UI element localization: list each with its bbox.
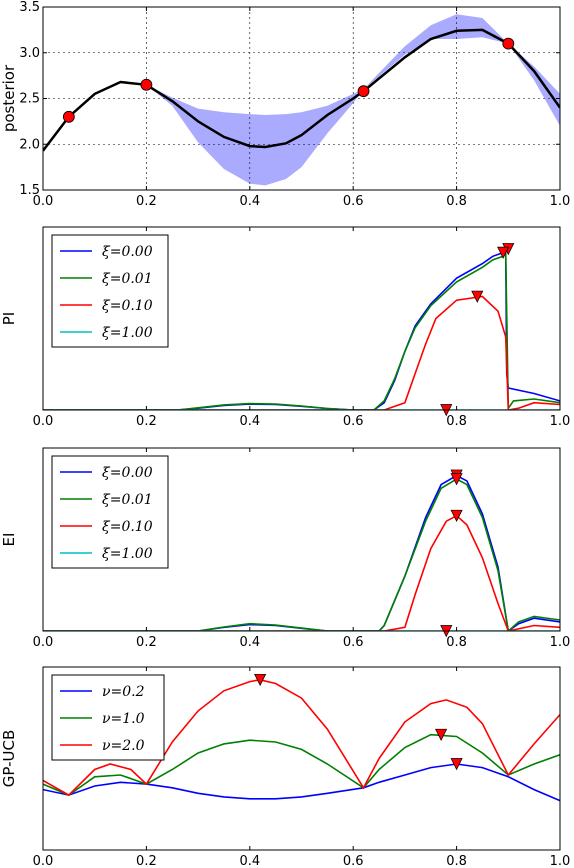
series-line — [43, 478, 560, 631]
plot-area — [43, 246, 560, 410]
legend-label: ν=1.0 — [102, 711, 145, 727]
maximum-marker — [450, 473, 463, 486]
x-tick-label: 0.8 — [446, 414, 467, 429]
maximum-marker — [450, 758, 463, 771]
legend-box — [51, 455, 169, 569]
legend-label: ξ=1.00 — [102, 325, 153, 341]
y-tick-label: 1.5 — [19, 183, 40, 198]
axes-frame — [42, 226, 561, 411]
series-line — [43, 763, 560, 802]
x-tick-label: 1.0 — [550, 635, 571, 650]
maximum-marker — [450, 509, 463, 522]
y-tick-label: 3.0 — [19, 46, 40, 61]
observation-point — [357, 85, 370, 98]
chart-panel-1: 0.0 0.2 0.4 0.6 0.8 1.0PIξ=0.00ξ=0.01ξ=0.10ξ=… — [0, 226, 571, 429]
y-axis-label: EI — [0, 533, 18, 547]
maximum-marker — [254, 673, 267, 687]
x-tick-label: 0.4 — [239, 854, 260, 868]
observation-point — [502, 37, 515, 50]
x-tick-label: 0.8 — [446, 854, 467, 868]
x-tick-label: 1.0 — [550, 194, 571, 209]
x-tick-label: 0.4 — [239, 635, 260, 650]
observation-point — [62, 110, 75, 123]
legend: ν=0.2 ν=1.0 ν=2.0 — [51, 674, 165, 761]
x-tick-label: 0.0 — [33, 854, 54, 868]
legend-label: ξ=0.01 — [102, 492, 153, 508]
legend-label: ξ=0.10 — [102, 519, 153, 535]
chart-panel-0: 0.0 0.2 0.4 0.6 0.8 1.0 1.5 2.0 2.5 3.0 3.5 posteri… — [0, 0, 570, 209]
y-axis-label: GP-UCB — [0, 730, 18, 788]
x-tick-label: 0.0 — [33, 414, 54, 429]
observation-point — [140, 78, 153, 91]
maximum-marker — [435, 728, 448, 741]
x-tick-label: 0.6 — [343, 194, 364, 209]
axes-frame — [42, 666, 561, 851]
x-tick-label: 0.6 — [343, 414, 364, 429]
y-tick-label: 2.0 — [19, 137, 40, 152]
x-tick-label: 1.0 — [550, 854, 571, 868]
y-axis-label: posterior — [0, 64, 18, 132]
series-line — [43, 733, 560, 797]
legend-label: ξ=0.10 — [102, 298, 153, 314]
legend-label: ξ=1.00 — [102, 546, 153, 562]
legend-label: ξ=0.00 — [102, 244, 153, 260]
maximum-marker — [497, 246, 510, 259]
legend-box — [51, 234, 169, 348]
y-axis-label: PI — [0, 312, 18, 325]
x-tick-label: 0.0 — [33, 635, 54, 650]
x-tick-label: 0.8 — [446, 194, 467, 209]
posterior-mean-line — [43, 28, 560, 152]
y-tick-label: 3.5 — [19, 0, 40, 15]
x-tick-label: 0.4 — [239, 414, 260, 429]
legend-label: ν=0.2 — [102, 684, 145, 700]
series-line — [43, 295, 560, 410]
x-tick-label: 0.2 — [136, 854, 157, 868]
plot-area — [43, 14, 560, 186]
chart-panel-3: 0.0 0.2 0.4 0.6 0.8 1.0 GP-UCB ν=0.2 ν=1.0 ν=2.0 — [0, 666, 571, 868]
legend-label: ξ=0.00 — [102, 465, 153, 481]
x-tick-label: 0.8 — [446, 635, 467, 650]
plot-area — [43, 678, 560, 802]
series-line — [43, 250, 560, 410]
x-tick-label: 0.2 — [136, 194, 157, 209]
legend-label: ν=2.0 — [102, 738, 145, 754]
legend-label: ξ=0.01 — [102, 271, 153, 287]
x-tick-label: 0.6 — [343, 854, 364, 868]
x-tick-label: 0.6 — [343, 635, 364, 650]
x-tick-label: 1.0 — [550, 414, 571, 429]
confidence-band — [43, 14, 560, 186]
legend: ξ=0.00 ξ=0.01 ξ=0.10 ξ=1.00 — [51, 455, 169, 569]
legend: ξ=0.00 ξ=0.01 ξ=0.10 ξ=1.00 — [51, 234, 169, 348]
maximum-marker — [471, 290, 484, 303]
series-line — [43, 678, 560, 797]
x-tick-label: 0.2 — [136, 414, 157, 429]
x-tick-label: 0.0 — [33, 194, 54, 209]
axes-frame — [42, 447, 561, 632]
chart-panel-2: 0.0 0.2 0.4 0.6 0.8 1.0EIξ=0.00ξ=0.01ξ=0.10ξ=… — [0, 447, 571, 650]
x-tick-label: 0.2 — [136, 635, 157, 650]
x-tick-label: 0.4 — [239, 194, 260, 209]
y-tick-label: 2.5 — [19, 92, 40, 107]
